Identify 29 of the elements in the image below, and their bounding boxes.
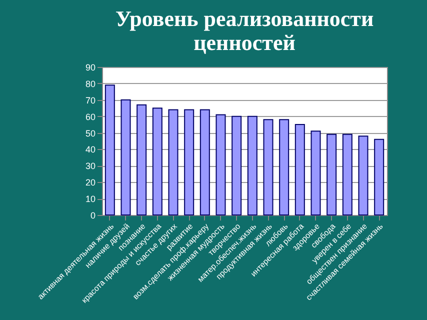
bar bbox=[326, 134, 337, 216]
bar bbox=[294, 124, 305, 216]
bar bbox=[342, 134, 352, 216]
bar bbox=[358, 136, 368, 216]
bar bbox=[279, 119, 290, 216]
y-tick-label: 20 bbox=[85, 178, 96, 188]
y-tick-label: 30 bbox=[85, 161, 96, 172]
bar bbox=[247, 116, 258, 216]
bar bbox=[216, 114, 226, 216]
bar bbox=[374, 138, 384, 216]
y-tick-label: 40 bbox=[85, 144, 96, 155]
chart-title: Уровень реализованности ценностей bbox=[115, 6, 374, 55]
bar bbox=[152, 108, 162, 216]
bar bbox=[263, 119, 274, 216]
bar bbox=[232, 116, 242, 216]
y-tick-label: 80 bbox=[85, 78, 96, 89]
bar bbox=[120, 99, 131, 216]
bar bbox=[136, 104, 147, 216]
bar bbox=[184, 109, 194, 216]
bar bbox=[104, 84, 115, 216]
y-tick-label: 50 bbox=[85, 128, 96, 138]
y-tick-label: 60 bbox=[85, 112, 96, 122]
y-tick-label: 90 bbox=[85, 62, 96, 72]
y-tick-label: 70 bbox=[85, 95, 96, 106]
y-tick-label: 0 bbox=[90, 210, 96, 220]
bar bbox=[200, 109, 210, 216]
bar bbox=[168, 109, 178, 216]
y-tick-label: 10 bbox=[85, 194, 96, 204]
bar bbox=[310, 130, 321, 216]
